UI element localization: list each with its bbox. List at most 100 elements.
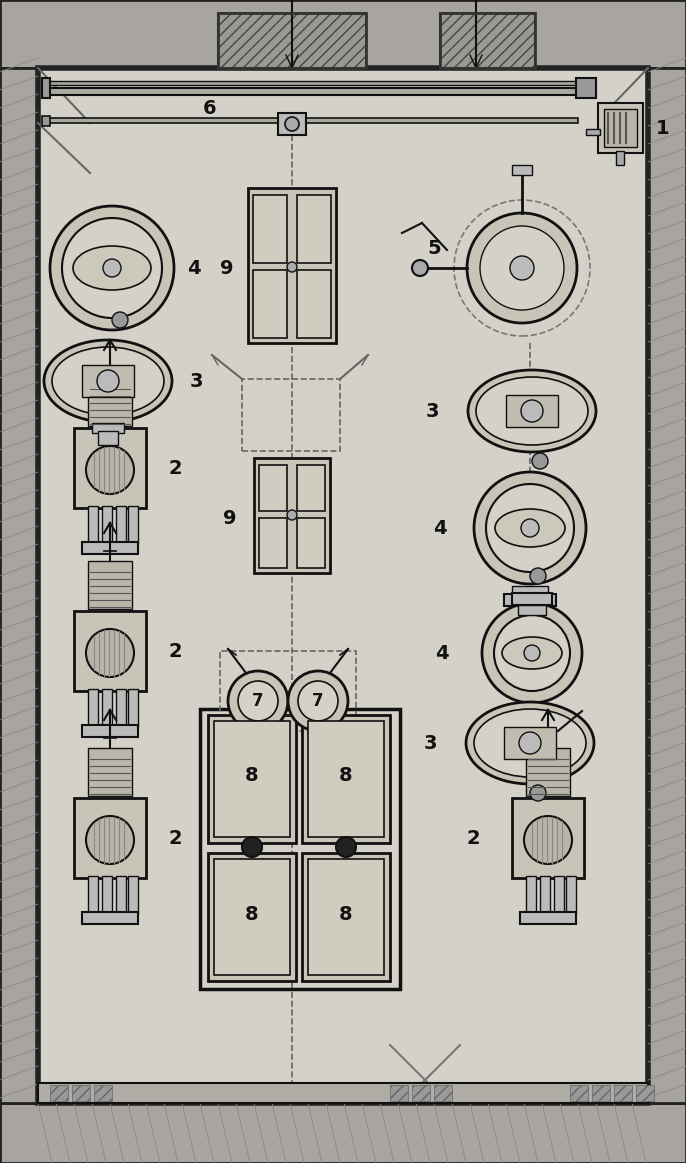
- Circle shape: [530, 785, 546, 801]
- Text: 4: 4: [435, 643, 449, 663]
- Bar: [308, 721, 384, 837]
- Bar: [390, 1085, 408, 1101]
- Text: 2: 2: [466, 828, 480, 848]
- Circle shape: [287, 511, 297, 520]
- Bar: [88, 506, 98, 544]
- Circle shape: [521, 400, 543, 422]
- Text: 8: 8: [339, 765, 353, 785]
- Circle shape: [285, 117, 299, 131]
- Bar: [297, 270, 331, 338]
- Text: 8: 8: [245, 906, 259, 925]
- Bar: [512, 165, 532, 174]
- Bar: [566, 876, 576, 914]
- Bar: [38, 1083, 648, 1103]
- Text: 9: 9: [223, 508, 237, 528]
- Bar: [220, 651, 356, 732]
- Circle shape: [86, 445, 134, 494]
- Text: 1: 1: [657, 119, 670, 137]
- Bar: [38, 67, 648, 1103]
- Bar: [88, 561, 132, 609]
- Bar: [42, 78, 50, 98]
- Text: 3: 3: [189, 371, 203, 391]
- Ellipse shape: [474, 709, 586, 777]
- Bar: [72, 1085, 90, 1101]
- Bar: [98, 431, 118, 445]
- Bar: [0, 67, 38, 1103]
- Bar: [102, 506, 112, 544]
- Bar: [636, 1085, 654, 1101]
- Bar: [242, 379, 340, 451]
- Bar: [302, 852, 390, 982]
- Bar: [248, 188, 336, 343]
- Bar: [598, 104, 643, 154]
- Bar: [616, 151, 624, 165]
- Circle shape: [288, 671, 348, 732]
- Bar: [570, 1085, 588, 1101]
- Text: 5: 5: [427, 238, 441, 257]
- Circle shape: [412, 261, 428, 276]
- Text: 2: 2: [168, 642, 182, 661]
- Circle shape: [287, 262, 297, 272]
- Bar: [88, 378, 132, 426]
- Bar: [88, 748, 132, 795]
- Circle shape: [524, 816, 572, 864]
- Circle shape: [62, 217, 162, 317]
- Bar: [92, 423, 124, 433]
- Bar: [214, 859, 290, 975]
- Text: 8: 8: [245, 765, 259, 785]
- Bar: [412, 1085, 430, 1101]
- Bar: [504, 594, 556, 606]
- Bar: [526, 748, 570, 795]
- Bar: [214, 721, 290, 837]
- Circle shape: [86, 629, 134, 677]
- Bar: [592, 1085, 610, 1101]
- Bar: [208, 715, 296, 843]
- Bar: [526, 876, 536, 914]
- Circle shape: [482, 602, 582, 702]
- Text: 7: 7: [252, 692, 264, 709]
- Circle shape: [238, 682, 278, 721]
- Circle shape: [97, 370, 119, 392]
- Bar: [48, 88, 578, 95]
- Bar: [88, 688, 98, 727]
- Bar: [82, 542, 138, 554]
- Bar: [518, 605, 546, 615]
- Bar: [297, 465, 325, 511]
- Text: 9: 9: [220, 258, 234, 278]
- Circle shape: [86, 816, 134, 864]
- Bar: [308, 859, 384, 975]
- Text: 2: 2: [168, 458, 182, 478]
- Bar: [48, 117, 578, 123]
- Ellipse shape: [44, 340, 172, 422]
- Bar: [302, 715, 390, 843]
- Ellipse shape: [52, 347, 164, 415]
- Bar: [576, 78, 596, 98]
- Text: 3: 3: [425, 401, 439, 421]
- Bar: [128, 876, 138, 914]
- Bar: [82, 912, 138, 923]
- Circle shape: [474, 472, 586, 584]
- Text: 6: 6: [203, 99, 217, 117]
- Bar: [254, 458, 330, 573]
- Bar: [648, 67, 686, 1103]
- Bar: [434, 1085, 452, 1101]
- Circle shape: [521, 519, 539, 537]
- Bar: [540, 876, 550, 914]
- Text: 4: 4: [433, 519, 447, 537]
- Circle shape: [519, 732, 541, 754]
- Bar: [253, 270, 287, 338]
- Ellipse shape: [476, 377, 588, 445]
- Circle shape: [530, 568, 546, 584]
- Bar: [116, 506, 126, 544]
- Text: 7: 7: [312, 692, 324, 709]
- Text: 8: 8: [339, 906, 353, 925]
- Text: 3: 3: [423, 734, 437, 752]
- Bar: [82, 365, 134, 397]
- Circle shape: [510, 256, 534, 280]
- Bar: [297, 195, 331, 263]
- Bar: [48, 81, 578, 85]
- Text: 4: 4: [187, 258, 201, 278]
- Bar: [42, 116, 50, 126]
- Bar: [512, 593, 552, 605]
- Circle shape: [532, 454, 548, 469]
